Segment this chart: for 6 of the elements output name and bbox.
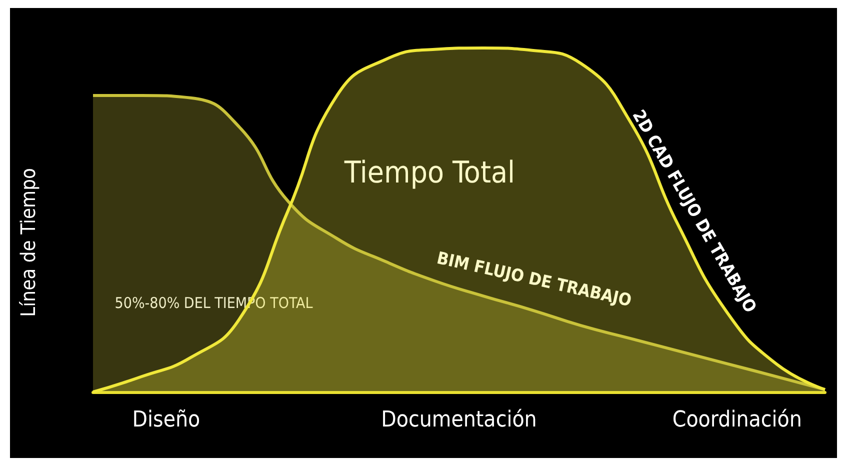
annotation: Tiempo Total — [343, 156, 516, 191]
text: Coordinación — [672, 408, 802, 433]
y-axis-title: Línea de Tiempo — [16, 168, 40, 317]
text: Documentación — [381, 408, 537, 433]
text: BIM FLUJO DE TRABAJO — [434, 248, 634, 312]
text: Diseño — [132, 408, 200, 433]
